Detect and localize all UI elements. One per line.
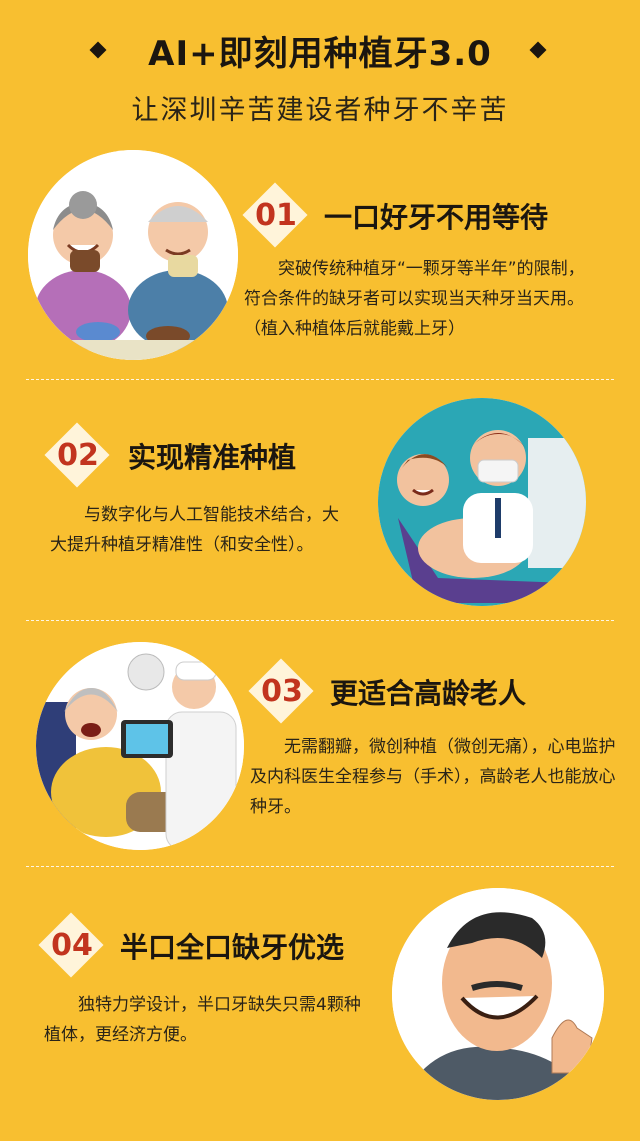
section-heading: 一口好牙不用等待 (324, 201, 549, 234)
section-description: 突破传统种植牙“一颗牙等半年”的限制， 符合条件的缺牙者可以实现当天种牙当天用。… (244, 259, 585, 339)
feature-section-01: 01 一口好牙不用等待 突破传统种植牙“一颗牙等半年”的限制， 符合条件的缺牙者… (0, 0, 640, 380)
section-description: 与数字化与人工智能技术结合，大大提升种植牙精准性（和安全性）。 (50, 505, 339, 555)
section-divider (26, 379, 614, 380)
section-number-badge: 03 (248, 658, 314, 724)
section-divider (26, 620, 614, 621)
section-divider (26, 866, 614, 867)
page-subtitle: 让深圳辛苦建设者种牙不辛苦 (131, 95, 509, 126)
section-number: 01 (255, 198, 297, 233)
section-number: 04 (51, 928, 93, 963)
dentist-treating-patient-illustration-icon (378, 398, 586, 606)
feature-section-03: 03 更适合高龄老人 无需翻瓣，微创种植（微创无痛），心电监护及内科医生全程参与… (0, 620, 640, 865)
section-number: 02 (57, 438, 99, 473)
elderly-couple-eating-illustration-icon (28, 150, 238, 360)
section-heading: 更适合高龄老人 (330, 677, 527, 710)
section-description: 独特力学设计，半口牙缺失只需4颗种植体，更经济方便。 (44, 995, 361, 1045)
section-number-badge: 01 (242, 182, 308, 248)
title-row: AI+即刻用种植牙3.0 (0, 26, 640, 75)
section-heading: 实现精准种植 (128, 441, 297, 474)
feature-section-04: 04 半口全口缺牙优选 独特力学设计，半口牙缺失只需4颗种植体，更经济方便。 (0, 866, 640, 1141)
section-number-badge: 02 (44, 422, 110, 488)
feature-section-02: 02 实现精准种植 与数字化与人工智能技术结合，大大提升种植牙精准性（和安全性）… (0, 380, 640, 620)
smiling-man-thumbs-up-illustration-icon (392, 888, 604, 1100)
elderly-patient-with-doctor-illustration-icon (36, 642, 244, 850)
section-number-badge: 04 (38, 912, 104, 978)
section-description: 无需翻瓣，微创种植（微创无痛），心电监护及内科医生全程参与（手术），高龄老人也能… (250, 737, 616, 817)
page-title: AI+即刻用种植牙3.0 (148, 34, 492, 74)
section-number: 03 (261, 674, 303, 709)
section-heading: 半口全口缺牙优选 (120, 931, 345, 964)
page-header: AI+即刻用种植牙3.0 让深圳辛苦建设者种牙不辛苦 (0, 0, 640, 140)
